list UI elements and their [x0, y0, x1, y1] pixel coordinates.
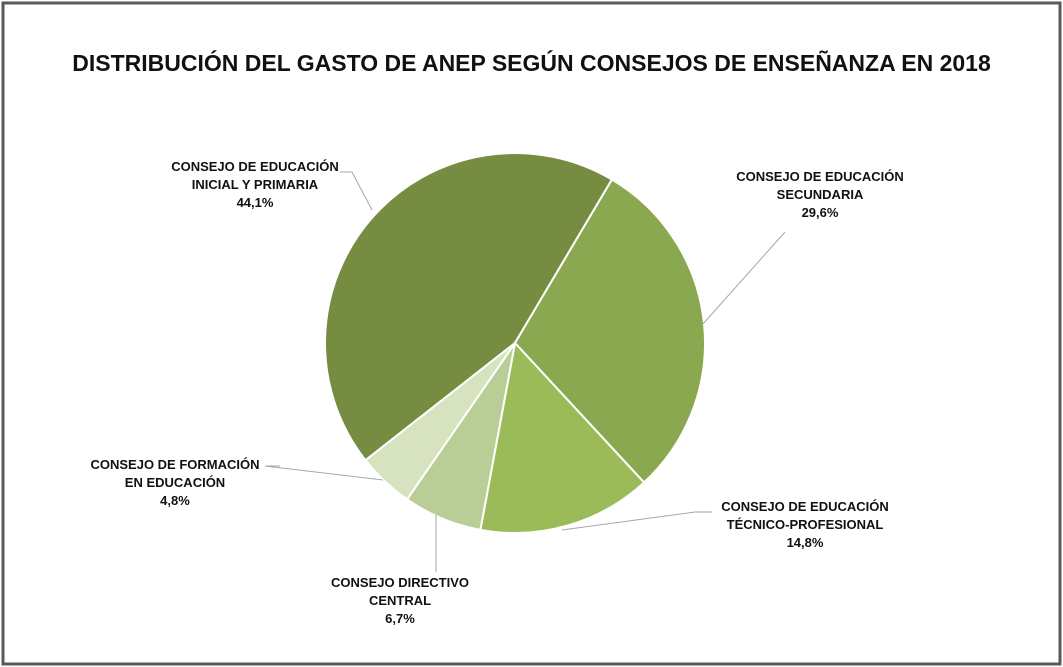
category-label: CONSEJO DIRECTIVO CENTRAL: [331, 575, 469, 608]
slice-label: CONSEJO DE EDUCACIÓN TÉCNICO-PROFESIONAL…: [690, 498, 920, 552]
value-label: 29,6%: [801, 205, 839, 220]
leader-line: [561, 511, 712, 531]
pie-slice: [364, 342, 516, 501]
value-label: 14,8%: [786, 535, 824, 550]
value-label: 4,8%: [160, 493, 190, 508]
pie-slice: [323, 152, 614, 462]
leader-lines: [264, 171, 786, 572]
category-label: CONSEJO DE FORMACIÓN EN EDUCACIÓN: [90, 457, 260, 490]
value-label: 44,1%: [236, 195, 274, 210]
category-label: CONSEJO DE EDUCACIÓN TÉCNICO-PROFESIONAL: [721, 499, 889, 532]
leader-line: [340, 171, 373, 211]
category-label: CONSEJO DE EDUCACIÓN SECUNDARIA: [736, 169, 904, 202]
slice-label: CONSEJO DE EDUCACIÓN INICIAL Y PRIMARIA 4…: [140, 158, 370, 212]
leader-line: [264, 465, 384, 481]
chart-title: DISTRIBUCIÓN DEL GASTO DE ANEP SEGÚN CON…: [72, 50, 991, 76]
value-label: 6,7%: [385, 611, 415, 626]
pie-slice: [479, 340, 646, 534]
leader-line: [701, 231, 786, 326]
slice-label: CONSEJO DE EDUCACIÓN SECUNDARIA 29,6%: [705, 168, 935, 222]
pie: [323, 152, 706, 534]
slice-label: CONSEJO DE FORMACIÓN EN EDUCACIÓN 4,8%: [60, 456, 290, 510]
slice-label: CONSEJO DIRECTIVO CENTRAL 6,7%: [285, 574, 515, 628]
category-label: CONSEJO DE EDUCACIÓN INICIAL Y PRIMARIA: [171, 159, 339, 192]
